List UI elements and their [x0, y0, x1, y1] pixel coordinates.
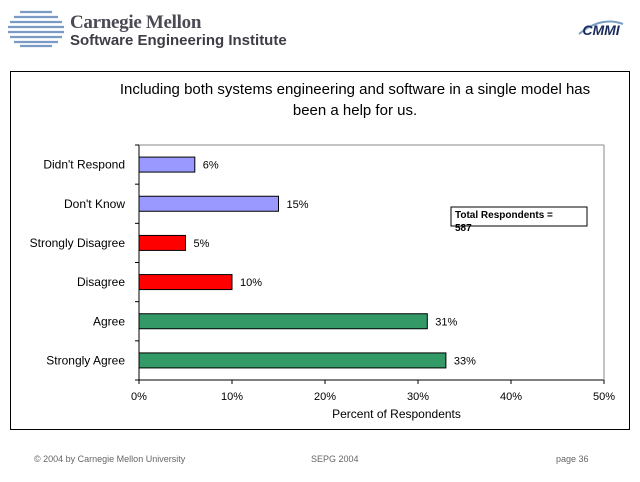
category-label: Didn't Respond — [43, 158, 125, 172]
data-label: 5% — [194, 238, 210, 250]
category-label: Strongly Agree — [46, 353, 125, 367]
category-label: Disagree — [77, 275, 125, 289]
footer-page: page 36 — [556, 454, 589, 464]
bar — [138, 313, 428, 330]
annotation-line-1: Total Respondents = — [455, 210, 553, 221]
cmmi-swoosh-icon — [578, 20, 624, 35]
org-name: Carnegie Mellon — [70, 12, 202, 33]
bar — [138, 274, 233, 291]
chart-title: Including both systems engineering and s… — [119, 81, 591, 119]
x-tick-label: 50% — [593, 391, 615, 403]
sei-logo-icon — [8, 10, 64, 48]
cmmi-logo: CMMI — [578, 20, 624, 38]
bar — [138, 352, 447, 369]
x-tick-label: 10% — [221, 391, 243, 403]
footer-copyright: © 2004 by Carnegie Mellon University — [34, 454, 186, 464]
footer-event: SEPG 2004 — [311, 454, 359, 464]
data-label: 33% — [454, 355, 476, 367]
category-label: Strongly Disagree — [30, 236, 126, 250]
bar — [138, 234, 186, 251]
chart-frame — [10, 71, 630, 430]
x-axis-title: Percent of Respondents — [332, 407, 461, 421]
x-tick-label: 30% — [407, 391, 429, 403]
bar — [138, 156, 196, 173]
data-label: 15% — [287, 199, 309, 211]
category-label: Agree — [93, 314, 125, 328]
annotation-box — [450, 206, 588, 227]
data-label: 31% — [435, 316, 457, 328]
category-label: Don't Know — [64, 197, 125, 211]
cmmi-text: CMMI — [582, 22, 620, 38]
x-tick-label: 40% — [500, 391, 522, 403]
annotation-line-2: 587 — [455, 223, 472, 234]
institute-name: Software Engineering Institute — [70, 32, 287, 49]
x-tick-label: 20% — [314, 391, 336, 403]
x-tick-label: 0% — [131, 391, 147, 403]
data-label: 10% — [240, 277, 262, 289]
bar — [138, 195, 279, 212]
data-label: 6% — [203, 160, 219, 172]
